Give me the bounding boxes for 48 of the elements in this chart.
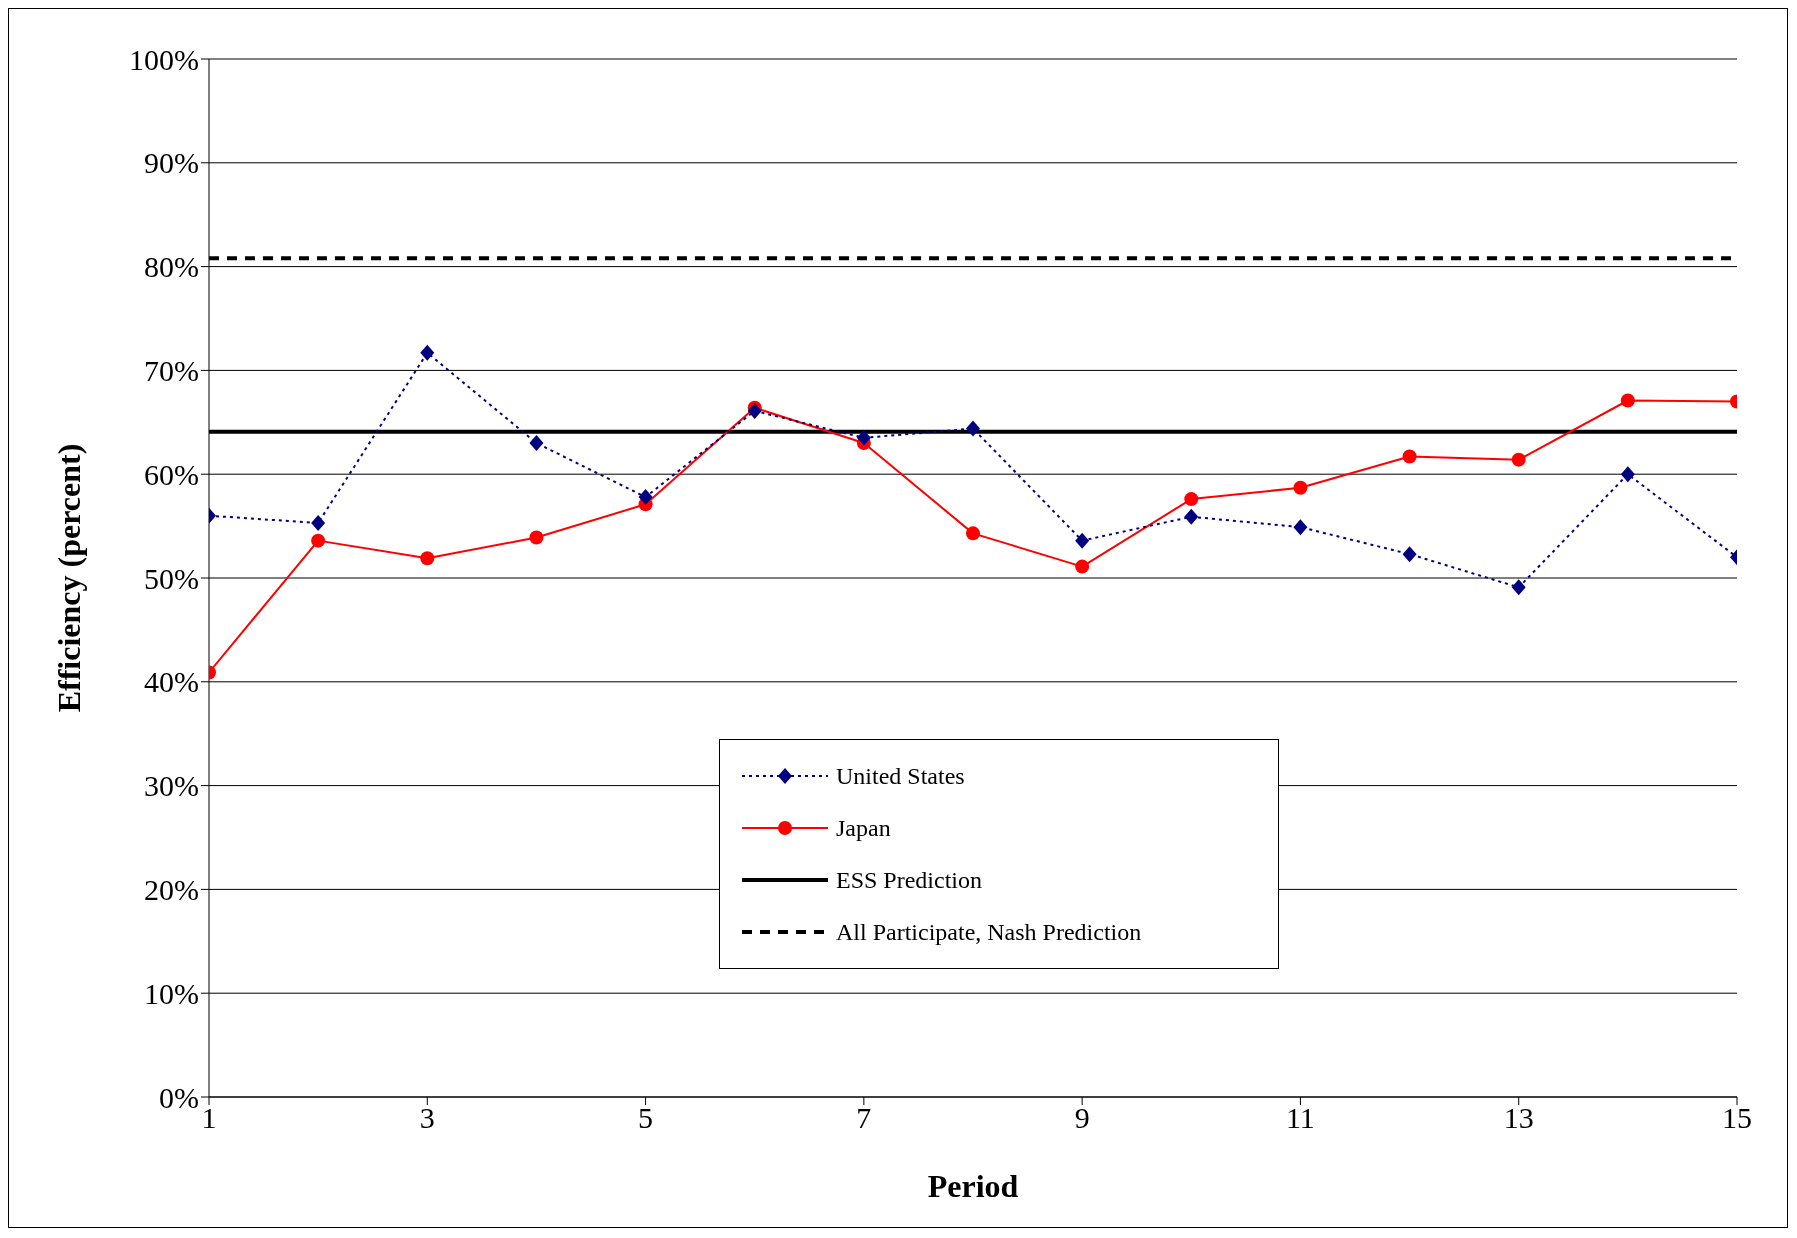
point [1511, 579, 1526, 596]
point [529, 530, 544, 545]
x-tick-label: 9 [1074, 1101, 1090, 1135]
point [529, 435, 544, 452]
y-tick-label: 100% [129, 42, 199, 76]
point [420, 344, 435, 361]
point [311, 514, 326, 531]
point [1402, 546, 1417, 563]
y-tick-label: 0% [159, 1080, 199, 1114]
y-tick-label: 80% [144, 250, 199, 284]
legend-label: ESS Prediction [836, 866, 983, 894]
legend-label: Japan [836, 814, 891, 842]
point [1511, 452, 1526, 467]
point [1075, 559, 1090, 574]
point [1184, 492, 1199, 507]
y-tick-label: 30% [144, 769, 199, 803]
point [856, 429, 871, 446]
point [1620, 466, 1635, 483]
y-tick-label: 90% [144, 146, 199, 180]
legend-label: United States [836, 762, 965, 790]
point [1293, 519, 1308, 536]
point [1402, 449, 1417, 464]
point [420, 551, 435, 566]
x-tick-label: 7 [856, 1101, 872, 1135]
point [1075, 532, 1090, 549]
point [1620, 393, 1635, 408]
y-tick-label: 70% [144, 354, 199, 388]
y-tick-label: 50% [144, 561, 199, 595]
x-tick-label: 3 [419, 1101, 435, 1135]
y-tick-label: 40% [144, 665, 199, 699]
point [747, 402, 762, 419]
y-tick-label: 20% [144, 873, 199, 907]
point [966, 420, 980, 437]
y-tick-label: 10% [144, 976, 199, 1010]
x-tick-label: 5 [638, 1101, 654, 1135]
x-tick-label: 13 [1503, 1101, 1534, 1135]
point [1184, 508, 1199, 525]
legend-label: All Participate, Nash Prediction [836, 918, 1142, 946]
y-axis-title: Efficiency (percent) [51, 443, 88, 713]
point [966, 526, 980, 541]
x-tick-label: 1 [201, 1101, 217, 1135]
point [638, 489, 653, 506]
x-tick-label: 15 [1722, 1101, 1752, 1135]
point [311, 533, 326, 548]
point [1293, 480, 1308, 495]
x-axis-title: Period [927, 1168, 1019, 1204]
x-tick-label: 11 [1285, 1101, 1315, 1135]
y-tick-label: 60% [144, 457, 199, 491]
